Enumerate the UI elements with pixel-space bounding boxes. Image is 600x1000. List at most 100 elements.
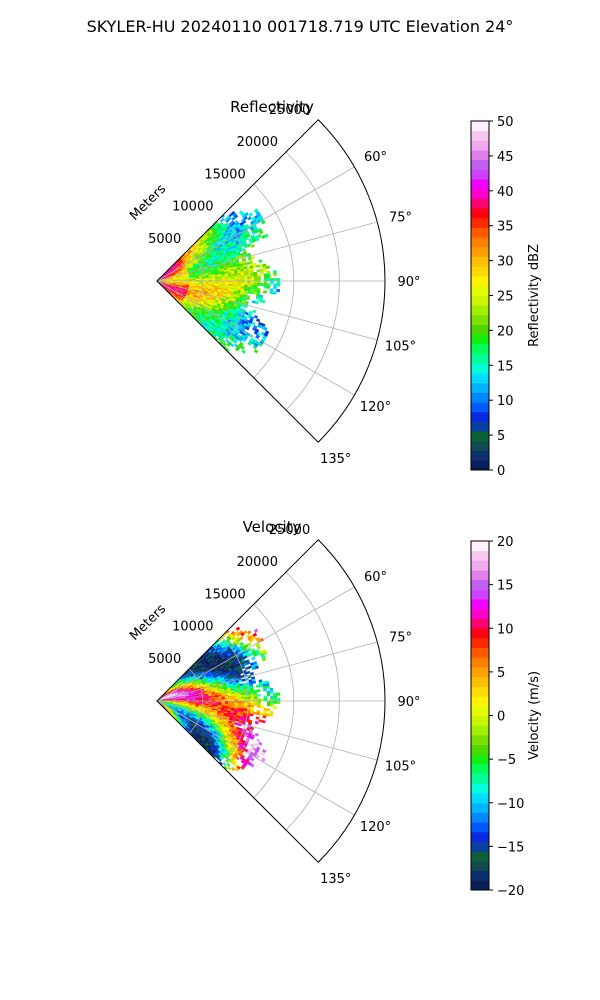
data-cell xyxy=(244,274,248,278)
data-cell xyxy=(248,212,254,217)
data-cell xyxy=(263,273,268,277)
range-tick-label: 10000 xyxy=(172,620,213,635)
data-cell xyxy=(252,309,257,314)
data-cell xyxy=(247,243,252,247)
data-cell xyxy=(240,271,245,274)
colorbar-segment xyxy=(471,256,489,267)
data-cell xyxy=(259,712,264,716)
data-cell xyxy=(249,291,254,295)
data-cell xyxy=(258,762,263,767)
data-cell xyxy=(256,269,261,273)
data-cell xyxy=(259,684,264,688)
data-cell xyxy=(270,703,274,707)
data-cell xyxy=(263,290,267,294)
colorbar-segment xyxy=(471,744,489,755)
colorbar-segment xyxy=(471,657,489,668)
range-axis-label: Meters xyxy=(127,601,169,643)
data-cell xyxy=(234,702,239,705)
radar-data xyxy=(156,208,281,354)
data-cell xyxy=(264,233,269,238)
colorbar-segment xyxy=(471,334,489,345)
data-cell xyxy=(273,700,278,704)
colorbar-segment xyxy=(471,130,489,141)
data-cell xyxy=(262,715,267,719)
data-cell xyxy=(266,275,271,279)
data-cell xyxy=(252,265,257,269)
colorbar-tick-label: 50 xyxy=(497,115,514,130)
data-cell xyxy=(240,694,245,698)
data-cell xyxy=(233,214,239,219)
data-cell xyxy=(250,274,255,277)
data-cell xyxy=(234,275,239,278)
data-cell xyxy=(241,219,247,225)
data-cell xyxy=(221,697,226,700)
data-cell xyxy=(244,696,248,700)
data-cell xyxy=(256,712,261,716)
data-cell xyxy=(234,282,239,285)
colorbar-segment xyxy=(471,140,489,151)
data-cell xyxy=(253,349,259,354)
colorbar-segment xyxy=(471,802,489,813)
data-cell xyxy=(253,711,257,715)
panel-title: Reflectivity xyxy=(230,98,314,116)
data-cell xyxy=(234,697,239,700)
colorbar-segment xyxy=(471,343,489,355)
colorbar-tick-label: 25 xyxy=(497,290,514,305)
data-cell xyxy=(256,264,260,268)
colorbar-segment xyxy=(471,579,489,590)
data-cell xyxy=(253,315,259,319)
data-cell xyxy=(269,288,274,292)
colorbar-segment xyxy=(471,793,489,804)
data-cell xyxy=(262,686,267,690)
colorbar-segment xyxy=(471,198,489,209)
colorbar-segment xyxy=(471,353,489,364)
colorbar-tick-label: −15 xyxy=(497,840,524,855)
azimuth-tick-label: 90° xyxy=(397,695,420,710)
azimuth-tick-label: 60° xyxy=(364,150,387,165)
range-tick-label: 5000 xyxy=(148,652,181,667)
data-cell xyxy=(227,695,232,698)
colorbar-segment xyxy=(471,773,489,784)
colorbar-segment xyxy=(471,227,489,238)
data-cell xyxy=(263,688,267,692)
data-cell xyxy=(234,695,239,698)
data-cell xyxy=(272,291,277,295)
data-cell xyxy=(243,692,248,696)
colorbar-segment xyxy=(471,541,489,552)
colorbar-segment xyxy=(471,324,489,335)
data-cell xyxy=(262,266,267,270)
colorbar-segment xyxy=(471,382,489,393)
data-cell xyxy=(237,697,242,700)
azimuth-spoke xyxy=(156,700,355,816)
colorbar-tick-label: −20 xyxy=(497,884,524,899)
colorbar-segment xyxy=(471,734,489,745)
range-tick-label: 20000 xyxy=(237,555,278,570)
colorbar-segment xyxy=(471,431,489,442)
data-cell xyxy=(276,278,281,282)
data-cell xyxy=(276,692,281,696)
data-cell xyxy=(270,695,274,699)
data-cell xyxy=(257,283,261,286)
colorbar-segment xyxy=(471,812,489,823)
data-cell xyxy=(249,713,254,717)
data-cell xyxy=(263,268,267,272)
colorbar-segment xyxy=(471,647,489,658)
colorbar-segment xyxy=(471,169,489,180)
colorbar-segment xyxy=(471,295,489,306)
colorbar-segment xyxy=(471,754,489,765)
data-cell xyxy=(251,656,256,661)
colorbar-segment xyxy=(471,150,489,161)
data-cell xyxy=(261,299,266,304)
colorbar-segment xyxy=(471,188,489,199)
data-cell xyxy=(263,710,267,714)
reflectivity-panel: Reflectivity50001000015000200002500060°7… xyxy=(127,98,542,479)
colorbar-tick-label: 5 xyxy=(497,429,505,444)
colorbar-segment xyxy=(471,208,489,219)
data-cell xyxy=(266,283,271,287)
data-cell xyxy=(257,693,261,697)
data-cell xyxy=(250,282,255,286)
data-cell xyxy=(263,695,268,699)
data-cell xyxy=(230,766,236,772)
colorbar-segment xyxy=(471,363,489,374)
